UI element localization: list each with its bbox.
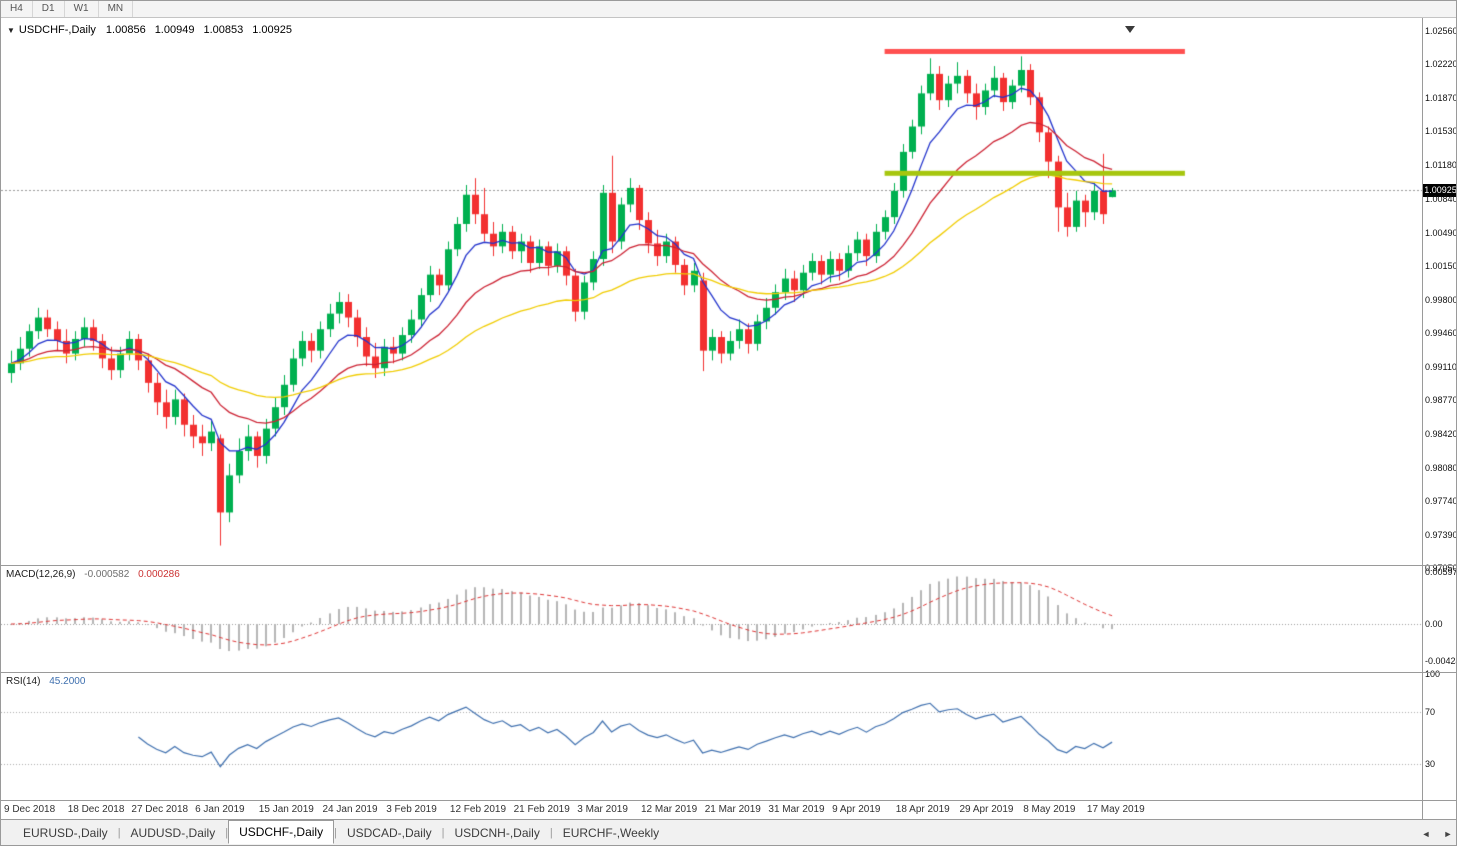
date-label: 3 Feb 2019 (386, 804, 437, 815)
macd-indicator-canvas[interactable] (1, 565, 1422, 672)
tab-usdcad-daily[interactable]: USDCAD-,Daily (346, 825, 432, 840)
macd-panel-separator[interactable] (1, 565, 1456, 566)
price-scale-label: 1.01180 (1425, 160, 1457, 170)
ohlc-close-value: 1.00925 (252, 24, 292, 36)
tab-divider: | (549, 826, 553, 839)
date-label: 24 Jan 2019 (322, 804, 378, 815)
rsi-indicator-canvas[interactable] (1, 672, 1422, 800)
chart-shift-marker-icon[interactable] (1125, 26, 1135, 33)
ohlc-low-value: 1.00853 (203, 24, 244, 36)
date-label: 12 Feb 2019 (449, 804, 507, 815)
price-scale-separator (1422, 18, 1423, 821)
price-scale-label: 0.98770 (1425, 395, 1457, 405)
current-price-tag: 1.00925 (1423, 184, 1457, 197)
price-scale-label: 1.02220 (1425, 59, 1457, 69)
price-chart-canvas[interactable] (1, 18, 1422, 565)
price-scale-label: 1.01530 (1425, 126, 1457, 136)
chart-symbol-label: USDCHF-,Daily (18, 24, 96, 36)
chart-tab-bar: EURUSD-,Daily | AUDUSD-,Daily | USDCHF-,Dail… (1, 819, 1456, 845)
macd-main-value: -0.000582 (84, 569, 130, 580)
price-scale-label: 0.98080 (1425, 463, 1457, 473)
date-label: 21 Feb 2019 (513, 804, 570, 815)
date-label: 17 May 2019 (1086, 804, 1145, 815)
date-label: 29 Apr 2019 (959, 804, 1014, 815)
price-scale-label: 0.97740 (1425, 496, 1457, 506)
date-label: 9 Apr 2019 (832, 804, 881, 815)
macd-scale-label: 0.00 (1425, 619, 1443, 629)
timeframe-toolbar: H4 D1 W1 MN (1, 1, 1456, 18)
tab-scroll-buttons: ◄ ► (1419, 827, 1455, 841)
rsi-panel-separator[interactable] (1, 672, 1456, 673)
date-label: 31 Mar 2019 (768, 804, 825, 815)
tab-divider: | (441, 826, 445, 839)
price-scale-label: 0.99110 (1425, 362, 1457, 372)
tab-audusd-daily[interactable]: AUDUSD-,Daily (130, 825, 216, 840)
collapse-arrow-icon[interactable]: ▼ (7, 25, 15, 35)
chart-tabs: EURUSD-,Daily | AUDUSD-,Daily | USDCHF-,Dail… (13, 820, 669, 845)
ohlc-high-value: 1.00949 (154, 24, 195, 36)
rsi-scale-label: 70 (1425, 707, 1436, 717)
date-label: 9 Dec 2018 (4, 804, 56, 815)
price-scale-label: 0.99800 (1425, 295, 1457, 305)
price-scale-label: 1.02560 (1425, 26, 1457, 36)
macd-scale-label: -0.00424 (1425, 656, 1457, 666)
macd-scale-label: 0.00597 (1425, 567, 1457, 577)
date-label: 3 Mar 2019 (577, 804, 628, 815)
date-label: 6 Jan 2019 (195, 804, 245, 815)
date-label: 27 Dec 2018 (131, 804, 189, 815)
price-scale-label: 0.97050 (1425, 563, 1457, 573)
macd-signal-value: 0.000286 (138, 569, 180, 580)
date-label: 15 Jan 2019 (258, 804, 314, 815)
timeframe-d1-button[interactable]: D1 (33, 1, 65, 17)
tab-eurchf-weekly[interactable]: EURCHF-,Weekly (562, 825, 660, 840)
price-scale-label: 0.99460 (1425, 328, 1457, 338)
tab-divider: | (334, 826, 337, 839)
tab-scroll-left-button[interactable]: ◄ (1421, 829, 1431, 839)
tab-eurusd-daily[interactable]: EURUSD-,Daily (23, 825, 108, 840)
tab-divider: | (225, 826, 229, 839)
ohlc-open-value: 1.00856 (105, 24, 146, 36)
rsi-label: RSI(14) 45.2000 (6, 676, 85, 687)
tab-usdchf-daily[interactable]: USDCHF-,Daily (228, 820, 335, 844)
price-scale-label: 0.97390 (1425, 530, 1457, 540)
rsi-scale-label: 30 (1425, 759, 1436, 769)
tab-divider: | (117, 826, 121, 839)
price-scale-label: 1.00840 (1425, 194, 1457, 204)
macd-label: MACD(12,26,9) -0.000582 0.000286 (6, 569, 180, 580)
tab-usdcnh-daily[interactable]: USDCNH-,Daily (454, 825, 540, 840)
time-axis[interactable]: 9 Dec 2018 18 Dec 2018 27 Dec 2018 6 Jan 20… (1, 800, 1422, 821)
time-axis-separator (1, 800, 1456, 801)
price-scale[interactable]: 1.00925 1.02560 1.02220 1.01870 1.01530 1.01… (1423, 18, 1457, 821)
timeframe-mn-button[interactable]: MN (99, 1, 134, 17)
price-scale-label: 0.98420 (1425, 429, 1457, 439)
date-label: 18 Apr 2019 (895, 804, 950, 815)
date-label: 8 May 2019 (1023, 804, 1076, 815)
date-label: 18 Dec 2018 (67, 804, 125, 815)
chart-window: ▼ USDCHF-,Daily 1.00856 1.00949 1.00853 … (1, 18, 1457, 821)
price-scale-label: 1.00150 (1425, 261, 1457, 271)
chart-ohlc-header: ▼ USDCHF-,Daily 1.00856 1.00949 1.00853 … (7, 24, 301, 36)
tab-scroll-right-button[interactable]: ► (1443, 829, 1453, 839)
price-scale-label: 1.01870 (1425, 93, 1457, 103)
rsi-value: 45.2000 (49, 676, 86, 687)
macd-title: MACD(12,26,9) (6, 569, 76, 580)
date-label: 12 Mar 2019 (641, 804, 698, 815)
price-scale-label: 1.00490 (1425, 228, 1457, 238)
rsi-scale-label: 100 (1425, 669, 1441, 679)
timeframe-h4-button[interactable]: H4 (1, 1, 33, 17)
rsi-title: RSI(14) (6, 676, 41, 687)
date-label: 21 Mar 2019 (704, 804, 761, 815)
timeframe-w1-button[interactable]: W1 (65, 1, 99, 17)
